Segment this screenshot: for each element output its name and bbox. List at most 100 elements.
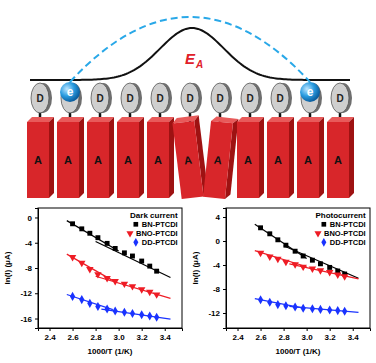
data-point bbox=[139, 310, 144, 319]
data-point bbox=[70, 221, 75, 226]
acceptor-side bbox=[139, 117, 144, 198]
acceptor-block: A bbox=[327, 117, 354, 198]
donor-label: D bbox=[276, 93, 283, 104]
acceptor-face bbox=[27, 122, 49, 198]
acceptor-face bbox=[87, 122, 109, 198]
y-tick: 0 bbox=[216, 237, 226, 246]
data-point bbox=[257, 251, 264, 257]
x-tick-label: 2.8 bbox=[279, 333, 291, 342]
acceptor-label: A bbox=[213, 154, 222, 167]
data-point bbox=[310, 304, 315, 313]
data-point bbox=[335, 306, 340, 315]
data-point bbox=[147, 311, 152, 320]
x-tick: 2.8 bbox=[279, 328, 291, 342]
acceptor-face bbox=[267, 122, 289, 198]
acceptor-label: A bbox=[274, 154, 282, 166]
y-tick-label: 0 bbox=[216, 237, 221, 246]
x-tick-label: 3.4 bbox=[160, 333, 172, 342]
data-point bbox=[292, 302, 297, 311]
chart-panel: 2.42.62.83.03.23.40-4-8-12-161000/T (1/K… bbox=[3, 208, 183, 356]
data-point bbox=[310, 258, 315, 263]
figure: AAAAAAAAAAADDDDDDDDDeeEA2.42.62.83.03.23… bbox=[0, 0, 376, 363]
x-tick-label: 3.0 bbox=[302, 333, 314, 342]
acceptor-face bbox=[297, 122, 319, 198]
x-tick-mark bbox=[330, 328, 331, 331]
data-point bbox=[258, 295, 263, 304]
x-tick-label: 2.6 bbox=[67, 333, 79, 342]
y-tick: -4 bbox=[213, 261, 226, 270]
data-point bbox=[301, 304, 306, 313]
x-tick-mark bbox=[96, 328, 97, 331]
data-point bbox=[111, 279, 118, 285]
data-point bbox=[326, 270, 333, 276]
plot-frame bbox=[38, 208, 182, 328]
y-tick-mark bbox=[223, 289, 226, 290]
data-point bbox=[267, 231, 272, 236]
data-point bbox=[301, 254, 306, 259]
y-tick-mark bbox=[35, 217, 38, 218]
y-tick-mark bbox=[35, 243, 38, 244]
x-tick: 3.4 bbox=[160, 328, 172, 342]
acceptor-block: A bbox=[147, 117, 174, 198]
chart-panel: 2.42.62.83.03.23.440-4-8-121000/T (1/K)l… bbox=[191, 208, 371, 356]
data-point bbox=[309, 266, 316, 272]
data-point bbox=[87, 299, 92, 308]
acceptor-block: A bbox=[203, 116, 238, 199]
data-point bbox=[258, 225, 263, 230]
data-point bbox=[105, 241, 110, 246]
acceptor-side bbox=[289, 117, 294, 198]
x-tick-label: 3.2 bbox=[325, 333, 337, 342]
x-tick-mark bbox=[353, 328, 354, 331]
y-tick-label: -16 bbox=[20, 315, 32, 324]
data-point bbox=[341, 274, 348, 280]
acceptor-face bbox=[172, 121, 203, 199]
legend-background bbox=[312, 210, 368, 248]
data-point bbox=[274, 257, 281, 263]
data-point bbox=[70, 292, 75, 301]
x-tick-mark bbox=[238, 328, 239, 331]
donor-face bbox=[211, 83, 229, 113]
y-axis-title: ln(I) (μA) bbox=[3, 251, 12, 284]
fit-line bbox=[289, 306, 358, 312]
donor-face bbox=[331, 83, 349, 113]
donor-face bbox=[151, 83, 169, 113]
x-tick-label: 2.8 bbox=[91, 333, 103, 342]
x-tick: 3.0 bbox=[302, 328, 314, 342]
acceptor-side bbox=[349, 117, 354, 198]
acceptor-side bbox=[49, 117, 54, 198]
x-tick-mark bbox=[142, 328, 143, 331]
barrier-label: E bbox=[185, 50, 196, 67]
donor-label: D bbox=[336, 93, 343, 104]
data-point bbox=[139, 259, 144, 264]
data-point bbox=[122, 308, 127, 317]
data-point bbox=[318, 305, 323, 314]
acceptor-block: A bbox=[172, 115, 209, 199]
data-point bbox=[299, 265, 306, 271]
y-tick-mark bbox=[223, 265, 226, 266]
data-point bbox=[282, 260, 289, 266]
x-tick-mark bbox=[73, 328, 74, 331]
legend-symbol bbox=[133, 222, 138, 227]
legend-label: BNO-PTCDI bbox=[324, 229, 366, 238]
y-axis-line bbox=[35, 209, 39, 329]
y-axis-line bbox=[223, 209, 227, 329]
x-tick-mark bbox=[284, 328, 285, 331]
data-point bbox=[317, 268, 324, 274]
y-tick: -12 bbox=[20, 289, 38, 298]
acceptor-block: A bbox=[87, 117, 114, 198]
x-axis: 2.42.62.83.03.23.4 bbox=[227, 328, 371, 342]
data-point bbox=[154, 313, 159, 322]
acceptor-face bbox=[57, 122, 79, 198]
data-point bbox=[79, 295, 84, 304]
x-tick-label: 2.6 bbox=[255, 333, 267, 342]
x-tick-mark bbox=[165, 328, 166, 331]
data-point bbox=[104, 304, 109, 313]
acceptor-side bbox=[259, 117, 264, 198]
y-axis-title: ln(I) (μA) bbox=[191, 251, 200, 284]
legend-symbol bbox=[126, 231, 133, 237]
data-point bbox=[283, 243, 288, 248]
x-tick-mark bbox=[50, 328, 51, 331]
acceptor-face bbox=[147, 122, 169, 198]
data-point bbox=[138, 287, 145, 293]
barrier-curve bbox=[30, 28, 350, 80]
